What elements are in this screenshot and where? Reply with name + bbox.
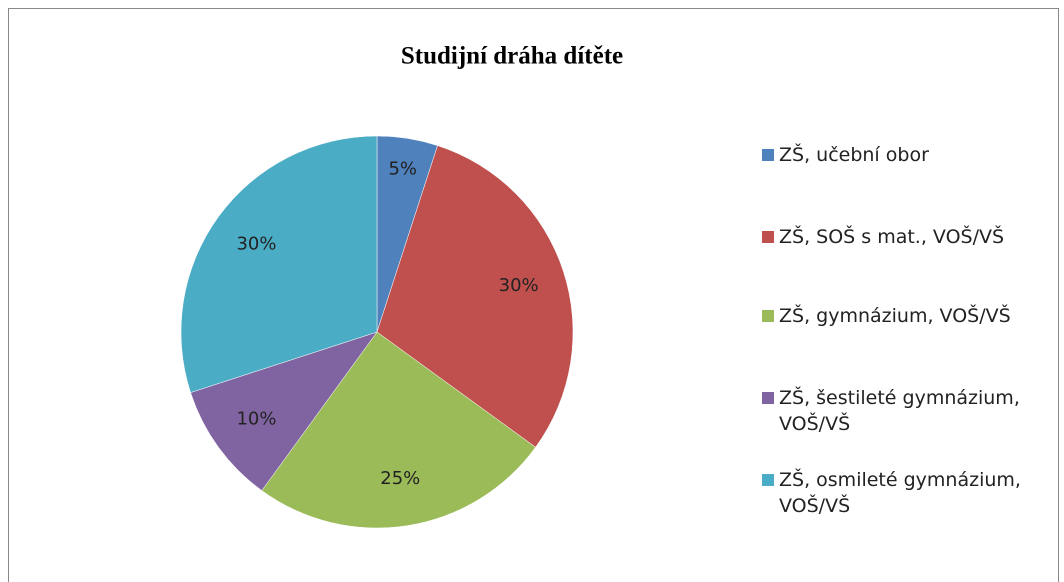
pie-slice [261,331,536,529]
legend-swatch [762,310,774,322]
legend-swatch [762,231,774,243]
legend-item: ZŠ, učební obor [762,142,1052,168]
data-label: 10% [236,409,276,430]
pie-slice [180,135,378,393]
legend-label: ZŠ, gymnázium, VOŠ/VŠ [779,305,1011,327]
data-label: 5% [388,158,417,179]
legend-swatch [762,474,774,486]
legend-label: ZŠ, učební obor [779,144,929,166]
pie-slice [190,331,378,491]
legend-label: ZŠ, šestileté gymnázium, VOŠ/VŠ [779,387,1020,435]
legend-swatch [762,149,774,161]
chart-title: Studijní dráha dítěte [401,43,623,70]
legend-item: ZŠ, šestileté gymnázium, VOŠ/VŠ [762,385,1052,437]
legend-item: ZŠ, osmileté gymnázium, VOŠ/VŠ [762,467,1052,519]
legend-label: ZŠ, SOŠ s mat., VOŠ/VŠ [779,226,1005,248]
legend-item: ZŠ, gymnázium, VOŠ/VŠ [762,303,1052,329]
data-label: 30% [499,275,539,296]
pie-slice [376,145,574,448]
data-label: 25% [380,468,420,489]
legend-label: ZŠ, osmileté gymnázium, VOŠ/VŠ [779,469,1021,517]
legend-item: ZŠ, SOŠ s mat., VOŠ/VŠ [762,224,1052,250]
legend-swatch [762,392,774,404]
data-label: 30% [236,233,276,254]
